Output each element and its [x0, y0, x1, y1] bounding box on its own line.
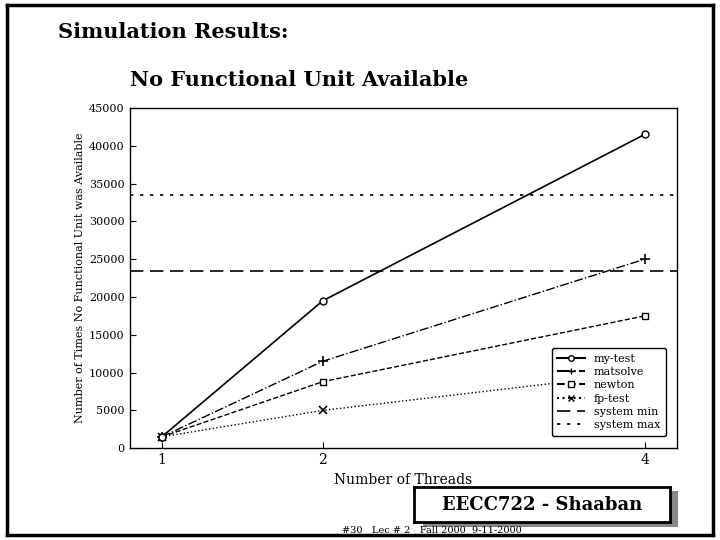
fp-test	[318, 407, 327, 414]
Text: EECC722 - Shaaban: EECC722 - Shaaban	[441, 496, 642, 514]
my-test	[158, 434, 166, 440]
Line: matsolve: matsolve	[157, 254, 649, 442]
matsolve	[158, 434, 166, 440]
fp-test	[158, 434, 166, 440]
matsolve	[640, 256, 649, 262]
system min	[158, 267, 166, 274]
Line: fp-test: fp-test	[158, 368, 649, 441]
Text: #30   Lec # 2   Fall 2000  9-11-2000: #30 Lec # 2 Fall 2000 9-11-2000	[342, 525, 522, 535]
system min	[0, 267, 5, 274]
system max	[158, 192, 166, 198]
newton	[318, 379, 327, 385]
Text: Simulation Results:: Simulation Results:	[58, 22, 288, 42]
Line: newton: newton	[158, 313, 648, 440]
system max	[0, 192, 5, 198]
newton	[640, 313, 649, 319]
Y-axis label: Number of Times No Functional Unit was Available: Number of Times No Functional Unit was A…	[75, 133, 85, 423]
Text: No Functional Unit Available: No Functional Unit Available	[130, 70, 468, 90]
fp-test	[640, 369, 649, 376]
Legend: my-test, matsolve, newton, fp-test, system min, system max: my-test, matsolve, newton, fp-test, syst…	[552, 348, 666, 436]
newton	[158, 434, 166, 440]
my-test	[318, 298, 327, 304]
Line: my-test: my-test	[158, 131, 648, 440]
matsolve	[318, 358, 327, 365]
my-test	[640, 131, 649, 138]
X-axis label: Number of Threads: Number of Threads	[334, 472, 472, 487]
